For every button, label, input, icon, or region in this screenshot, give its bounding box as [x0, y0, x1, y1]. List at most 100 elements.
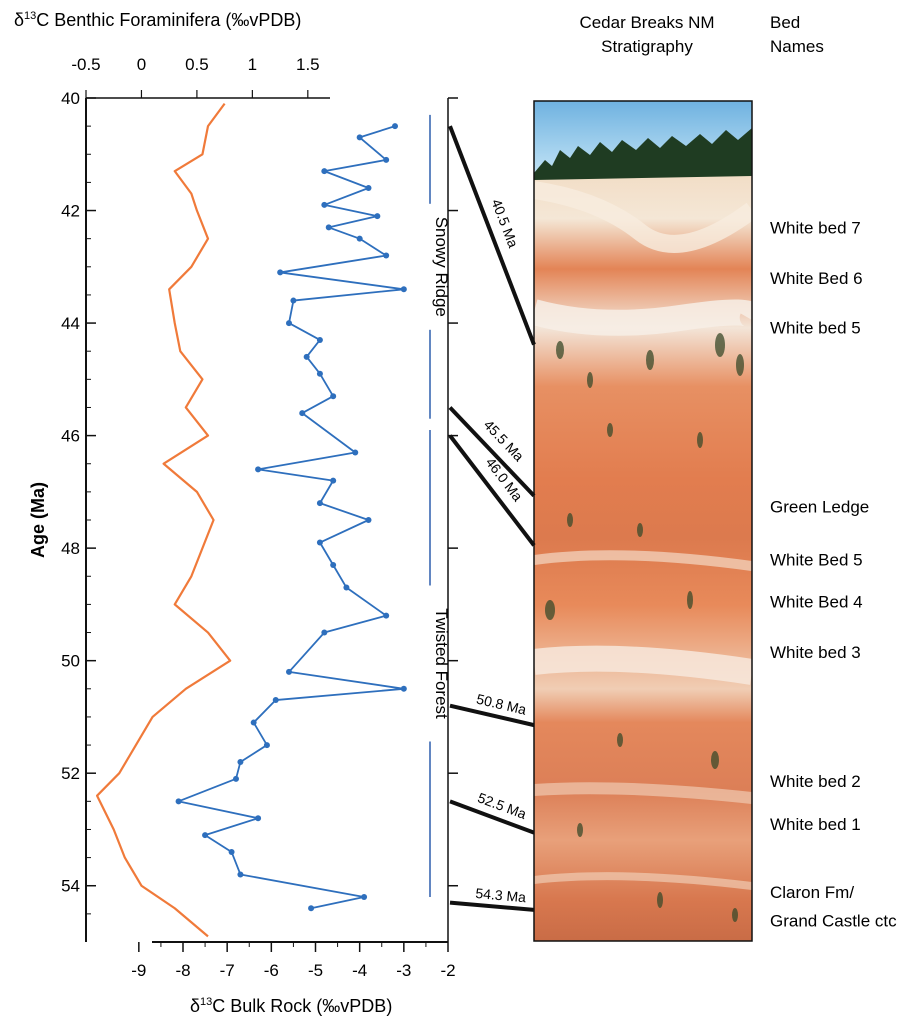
data-point [356, 134, 363, 141]
top-tick-label: 0.5 [185, 55, 209, 74]
tie-label: 54.3 Ma [475, 885, 527, 905]
data-point [383, 612, 390, 619]
data-point [365, 517, 372, 523]
unit-label: Twisted Forest [432, 608, 451, 719]
data-point [277, 269, 284, 276]
bottom-tick-label: -3 [396, 961, 411, 980]
data-point [237, 871, 244, 878]
data-point [400, 685, 407, 692]
bottom-axis-label: δ13C Bulk Rock (‰vPDB) [190, 996, 392, 1016]
data-point [263, 742, 270, 749]
bed-name: White Bed 4 [770, 592, 863, 611]
unit-label: Snowy Ridge [432, 217, 451, 317]
data-point [361, 893, 368, 900]
strat-title-line1: Cedar Breaks NM [579, 13, 714, 32]
bottom-tick-label: -6 [264, 961, 279, 980]
tie-label: 45.5 Ma [481, 417, 528, 465]
bed-name: White bed 1 [770, 815, 861, 834]
data-point [316, 336, 323, 343]
top-tick-label: -0.5 [71, 55, 100, 74]
age-tick-label: 54 [61, 877, 80, 896]
tie-line [449, 703, 535, 728]
data-point [343, 584, 350, 591]
bed-name: Green Ledge [770, 497, 869, 516]
data-point [321, 201, 328, 208]
data-point [255, 466, 262, 473]
tie-line [448, 406, 536, 498]
tie-label: 52.5 Ma [476, 789, 529, 822]
data-point [286, 668, 292, 675]
data-point [321, 629, 328, 636]
data-point [255, 815, 262, 822]
data-point [374, 213, 381, 220]
bed-name: White bed 2 [770, 772, 861, 791]
top-axis-label-suffix: C Benthic Foraminifera (‰vPDB) [36, 10, 301, 30]
data-point [202, 832, 209, 839]
tie-line [448, 434, 536, 547]
bed-header-line1: Bed [770, 13, 800, 32]
top-tick-label: 0 [137, 55, 146, 74]
series-line-0 [95, 102, 232, 938]
data-point [272, 697, 279, 704]
data-point [308, 905, 315, 912]
data-point [330, 393, 337, 400]
data-point [237, 758, 244, 765]
data-point [330, 477, 337, 484]
top-tick-label: 1 [248, 55, 257, 74]
age-tick-label: 50 [61, 652, 80, 671]
tie-line [449, 799, 535, 835]
age-axis: 40 42 44 46 48 50 52 54 [61, 89, 458, 915]
data-point [321, 168, 328, 175]
data-point [325, 224, 332, 231]
age-tick-label: 48 [61, 539, 80, 558]
top-axis-label-prefix: δ [14, 10, 24, 30]
data-point [383, 252, 390, 259]
data-point [233, 775, 239, 782]
data-point [290, 297, 297, 304]
bed-names: White bed 7 White Bed 6 White bed 5 Green L… [770, 219, 897, 931]
age-tick-label: 46 [61, 427, 80, 446]
bottom-axis-label-prefix: δ [190, 996, 200, 1016]
strat-title-line2: Stratigraphy [601, 37, 693, 56]
tie-line [449, 900, 535, 912]
bottom-axis: -9 -8 -7 -6 -5 -4 -3 -2 [131, 942, 456, 980]
data-point [299, 410, 306, 417]
bottom-tick-label: -5 [308, 961, 323, 980]
bed-name: Grand Castle ctc [770, 912, 897, 931]
stratigraphic-units: Snowy Ridge Twisted Forest [429, 114, 451, 897]
data-point [316, 370, 323, 377]
age-tick-label: 52 [61, 764, 80, 783]
data-point [250, 719, 257, 726]
age-tick-label: 42 [61, 202, 80, 221]
data-point [316, 539, 323, 546]
data-point [316, 500, 323, 507]
data-point [175, 798, 182, 805]
bottom-tick-label: -9 [131, 961, 146, 980]
data-point [383, 156, 390, 163]
bed-name: White Bed 5 [770, 550, 863, 569]
bottom-tick-label: -4 [352, 961, 367, 980]
bottom-tick-label: -8 [175, 961, 190, 980]
data-point [356, 235, 363, 242]
bed-name: White bed 3 [770, 643, 861, 662]
data-point [330, 562, 337, 569]
data-point [365, 185, 372, 192]
bed-header-line2: Names [770, 37, 824, 56]
data-point [392, 123, 398, 130]
age-axis-label: Age (Ma) [28, 482, 48, 558]
data-point [303, 353, 310, 360]
stratigraphy-photo [533, 100, 753, 942]
bed-name: White bed 5 [770, 319, 861, 338]
top-tick-label: 1.5 [296, 55, 320, 74]
data-point [286, 320, 292, 327]
bed-name: White bed 7 [770, 219, 861, 238]
age-tick-label: 44 [61, 314, 80, 333]
bottom-tick-label: -2 [440, 961, 455, 980]
bottom-axis-label-suffix: C Bulk Rock (‰vPDB) [212, 996, 392, 1016]
bed-name: Claron Fm/ [770, 883, 854, 902]
data-point [228, 848, 235, 855]
top-axis-label-sup: 13 [24, 10, 36, 22]
tie-line [448, 125, 536, 346]
